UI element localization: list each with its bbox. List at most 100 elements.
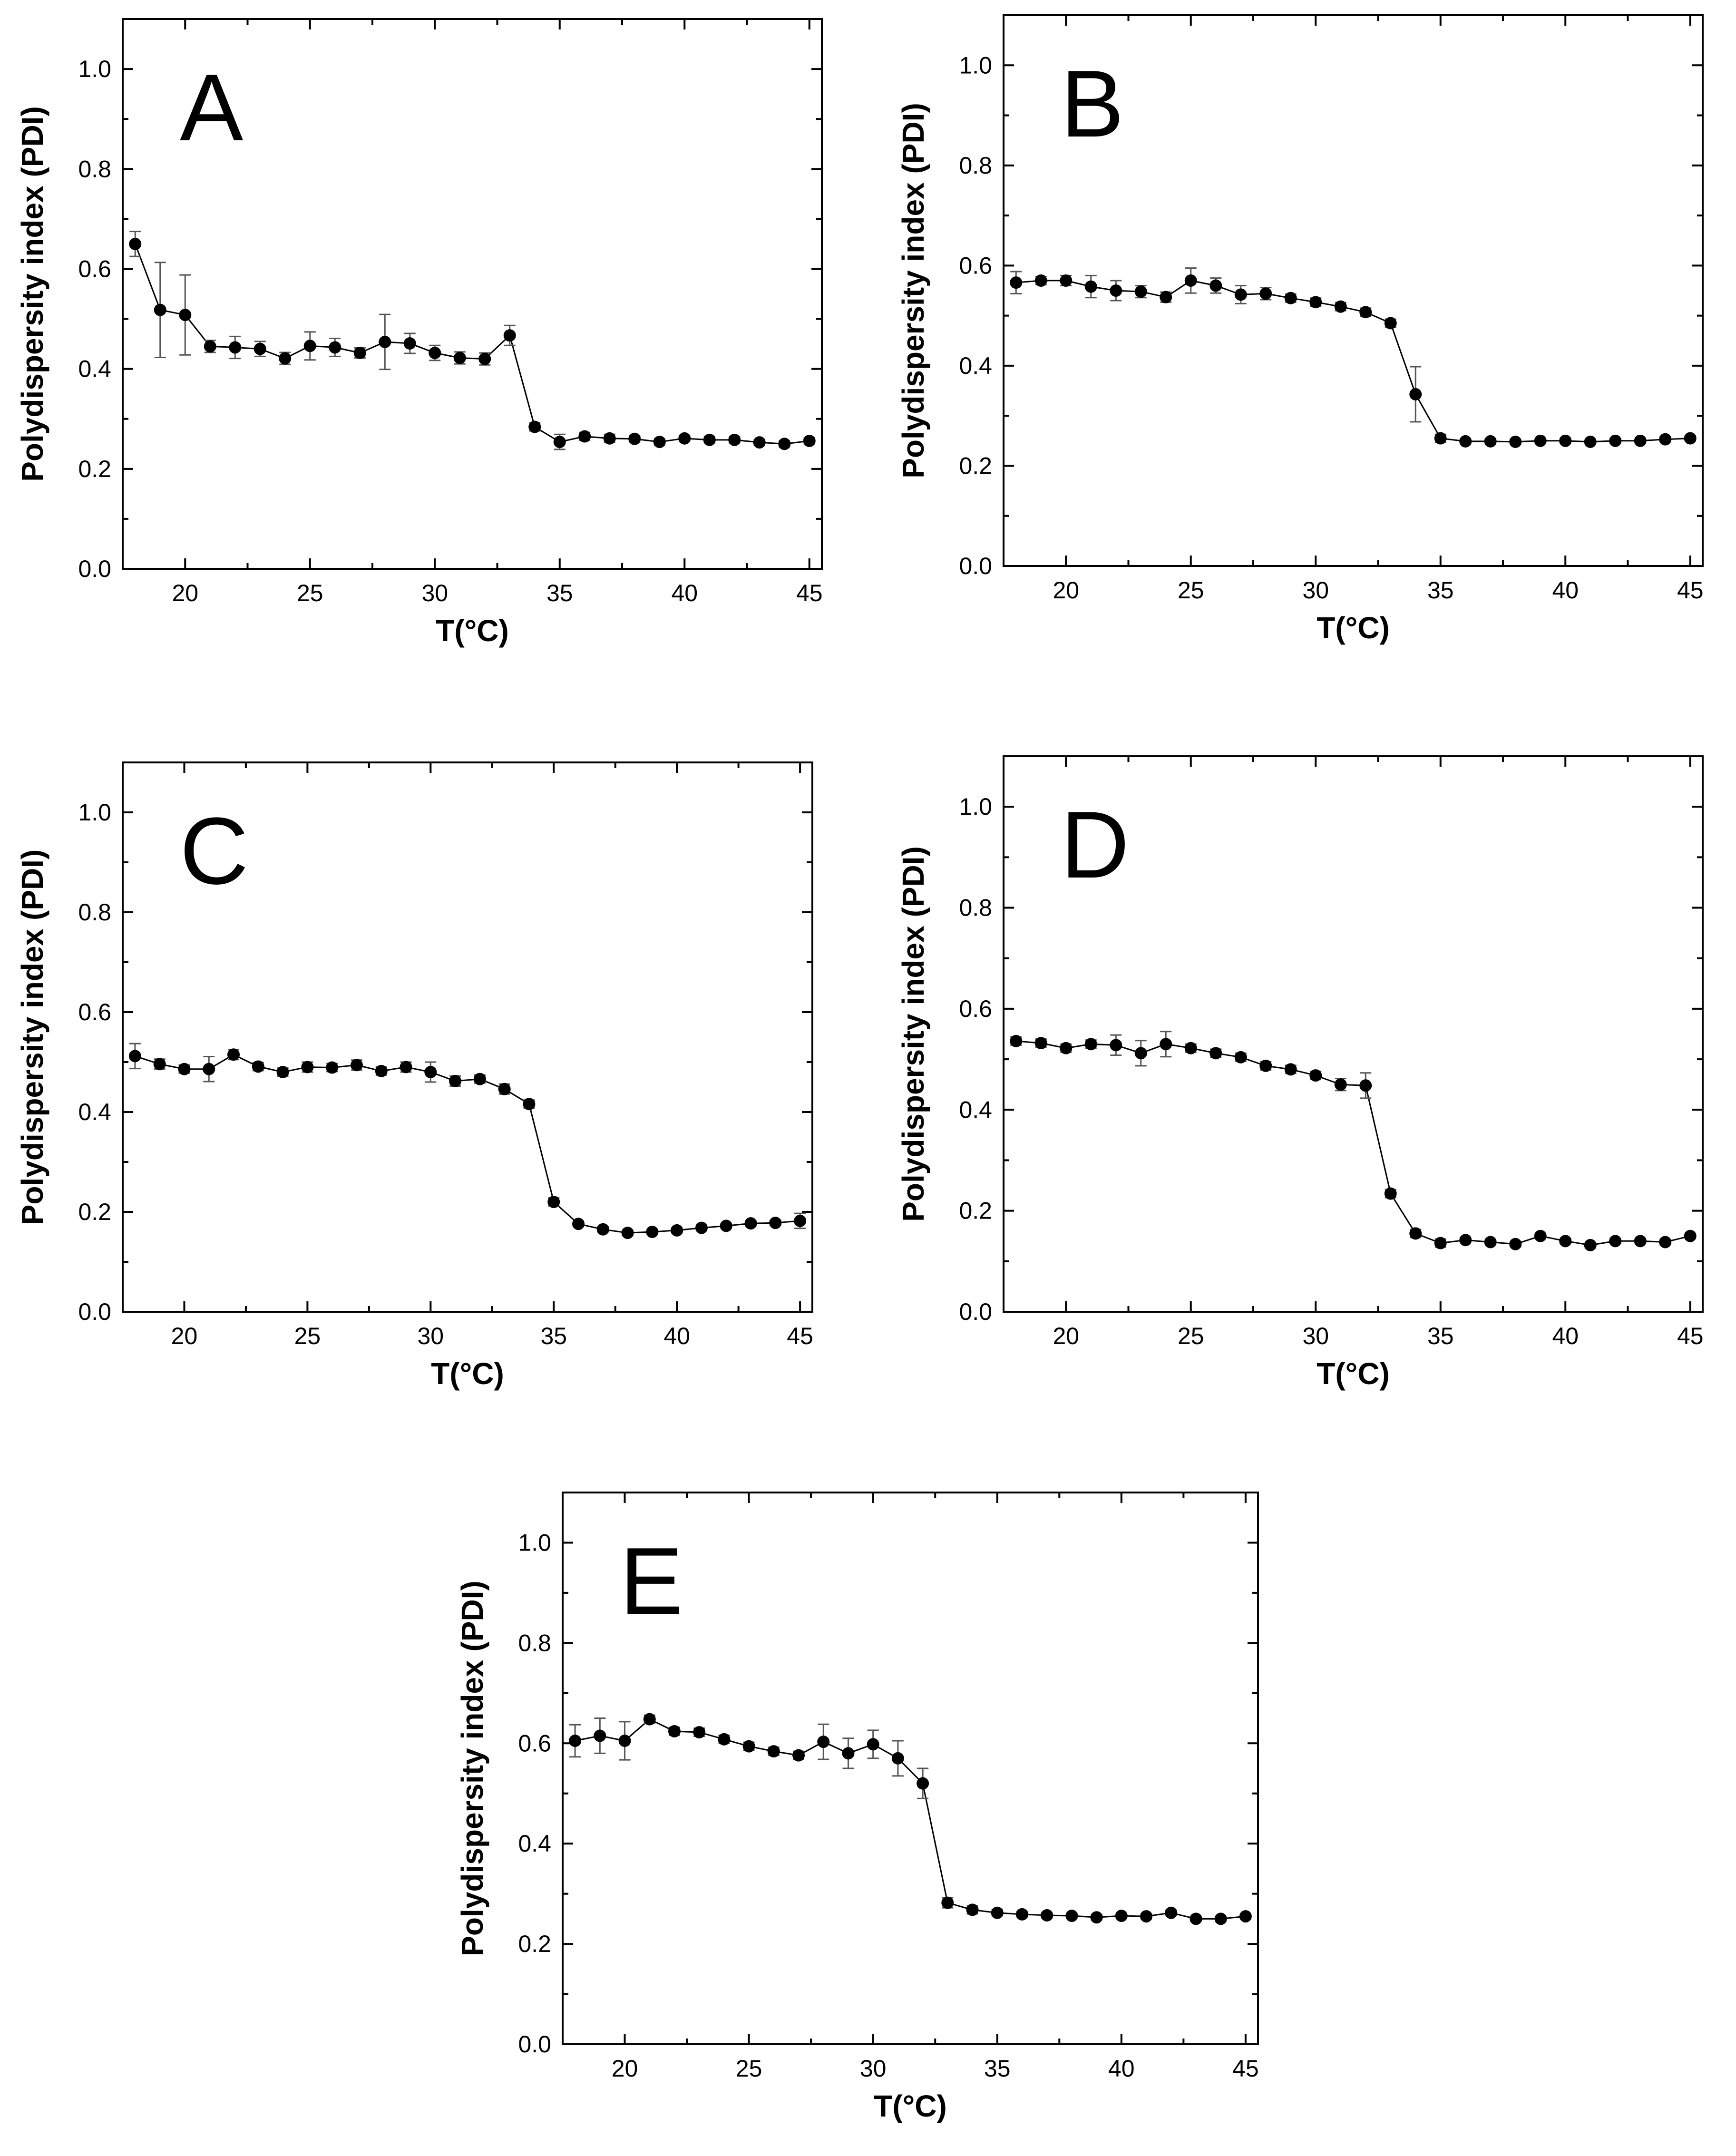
panel-a-data-point: [553, 436, 566, 449]
panel-b-data-point: [1010, 276, 1023, 289]
panel-a-data-point: [179, 309, 192, 322]
panel-c-y-axis-title: Polydispersity index (PDI): [15, 849, 49, 1225]
panel-b-data-point: [1110, 284, 1122, 297]
panel-e-data-point: [1165, 1906, 1178, 1919]
panel-d-y-axis-title: Polydispersity index (PDI): [896, 846, 930, 1222]
panel-c-data-point: [769, 1217, 782, 1229]
panel-b-data-point: [1409, 388, 1422, 400]
panel-e: 0.0 0.2 0.4 0.6 0.8 1.0 20 25 30 35 40 45 T(°C) Polyd…: [455, 1492, 1259, 2123]
panel-b-data-point: [1034, 274, 1047, 287]
panel-c-x-axis-title: T(°C): [431, 1356, 504, 1391]
panel-d-x-tick-label: 40: [1552, 1323, 1579, 1349]
panel-d-data-point: [1384, 1187, 1397, 1200]
panel-a-data-point: [528, 420, 541, 433]
panel-d-data-point: [1134, 1047, 1147, 1060]
panel-c-letter: C: [180, 798, 248, 904]
panel-e-y-tick-label: 0.0: [518, 2031, 551, 2058]
panel-b-data-point: [1359, 306, 1372, 319]
panel-e-x-tick-label: 45: [1232, 2055, 1259, 2082]
panel-c-data-point: [400, 1061, 412, 1073]
panel-d-data-point: [1309, 1069, 1322, 1082]
panel-e-data-point: [618, 1735, 631, 1747]
panel-b-x-tick-label: 35: [1427, 577, 1454, 604]
panel-c-data-point: [671, 1224, 683, 1237]
panel-d-y-tick-label: 0.2: [959, 1198, 992, 1224]
panel-a-x-tick-label: 20: [172, 580, 198, 606]
panel-b-y-tick-label: 0.8: [959, 152, 992, 179]
panel-a-data-point: [329, 341, 341, 354]
panel-c-data-point: [227, 1048, 240, 1061]
panel-a-y-tick-label: 1.0: [78, 56, 111, 82]
panel-b-data-point: [1634, 434, 1647, 447]
panel-d-data-point: [1060, 1042, 1073, 1054]
panel-d-y-tick-label: 0.0: [959, 1298, 992, 1325]
panel-c-x-tick-label: 25: [294, 1323, 321, 1349]
panel-e-data-point: [742, 1740, 755, 1753]
panel-c-data-point: [621, 1227, 634, 1239]
panel-a-data-point: [403, 337, 416, 350]
panel-d-series-line: [1016, 1040, 1691, 1246]
panel-a-y-tick-label: 0.4: [78, 356, 111, 382]
panel-b-data-point: [1184, 274, 1197, 287]
panel-e-x-tick-label: 30: [860, 2055, 887, 2082]
panel-c-y-tick-label: 0.6: [78, 999, 111, 1025]
panel-d-data-point: [1459, 1234, 1472, 1247]
panel-d-data-point: [1259, 1059, 1272, 1072]
panel-b-data-point: [1684, 432, 1697, 445]
panel-a-x-tick-label: 45: [796, 580, 823, 606]
panel-d-data-point: [1184, 1042, 1197, 1054]
panel-d-y-tick-label: 0.4: [959, 1096, 992, 1123]
panel-e-y-tick-label: 0.4: [518, 1830, 551, 1857]
panel-c-data-point: [720, 1219, 732, 1232]
panel-e-data-point: [1065, 1910, 1078, 1922]
panel-d-data-point: [1634, 1235, 1647, 1248]
panel-e-data-point: [569, 1735, 582, 1747]
panel-a-data-point: [204, 340, 216, 353]
panel-d-x-tick-label: 25: [1178, 1323, 1204, 1349]
panel-a-data-point: [728, 433, 741, 446]
panel-d-y-tick-label: 0.8: [959, 895, 992, 921]
panel-c-plot-frame: [122, 761, 813, 1313]
panel-e-data-point: [817, 1736, 830, 1748]
panel-b-letter: B: [1061, 51, 1124, 157]
panel-b-data-point: [1309, 296, 1322, 309]
panel-c-data-point: [744, 1217, 757, 1230]
panel-b-y-tick-label: 0.4: [959, 352, 992, 379]
panel-c-data-point: [252, 1060, 264, 1073]
panel-a-y-tick-label: 0.0: [78, 556, 111, 582]
panel-a-letter: A: [180, 55, 244, 161]
panel-e-data-point: [941, 1896, 954, 1909]
panel-c-x-tick-label: 35: [540, 1323, 567, 1349]
panel-a-data-point: [503, 329, 516, 342]
panel-d-data-point: [1434, 1237, 1447, 1249]
panel-a-data-point: [603, 432, 616, 445]
panel-b-data-point: [1584, 435, 1597, 448]
panel-d-data-point: [1559, 1235, 1572, 1248]
panel-c-data-point: [572, 1218, 585, 1230]
panel-a-y-tick-label: 0.6: [78, 255, 111, 282]
panel-e-data-point: [1015, 1908, 1028, 1921]
panel-e-y-tick-label: 0.8: [518, 1629, 551, 1656]
panel-c-y-tick-label: 1.0: [78, 799, 111, 826]
panel-d-y-tick-label: 1.0: [959, 793, 992, 820]
panel-a-data-point: [578, 430, 591, 443]
panel-a-data-point: [803, 434, 816, 447]
panel-e-data-point: [668, 1725, 681, 1737]
panel-c: 0.0 0.2 0.4 0.6 0.8 1.0 20 25 30 35 40 45 T(°C) Polyd…: [15, 761, 813, 1391]
panel-d-data-point: [1034, 1037, 1047, 1050]
panel-d-data-point: [1409, 1227, 1422, 1240]
panel-e-data-point: [718, 1733, 731, 1746]
panel-a-data-point: [453, 351, 466, 364]
panel-c-data-point: [178, 1063, 191, 1075]
panel-a-data-point: [429, 347, 441, 360]
panel-b-data-point: [1459, 435, 1472, 448]
panel-a: 0.0 0.2 0.4 0.6 0.8 1.0 20 25 30 35 40 45 T(°C) Polyd…: [15, 18, 823, 648]
panel-c-data-point: [547, 1196, 560, 1208]
panel-e-data-point: [867, 1738, 879, 1751]
panel-b-y-tick-label: 1.0: [959, 52, 992, 78]
panel-a-data-point: [303, 340, 316, 352]
panel-e-plot-frame: [562, 1492, 1259, 2045]
panel-d-data-point: [1234, 1051, 1247, 1063]
panel-c-data-point: [794, 1214, 807, 1227]
panel-d-data-point: [1609, 1235, 1622, 1248]
